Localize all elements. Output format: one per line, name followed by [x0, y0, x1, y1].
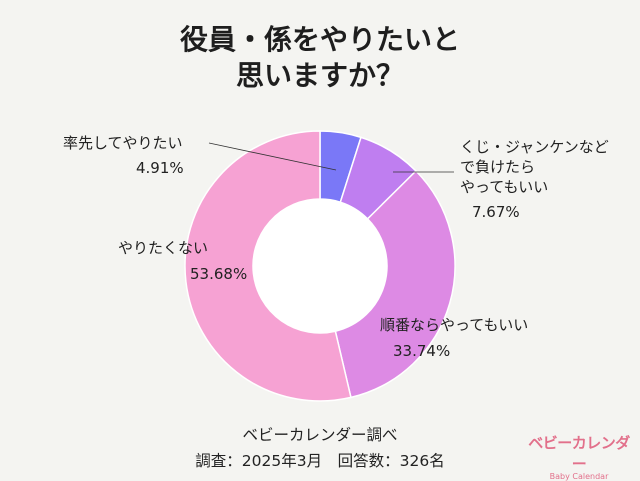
- slice-label-1: 率先してやりたい: [63, 134, 183, 152]
- slice-value-4: 53.68%: [190, 265, 247, 283]
- source-note: ベビーカレンダー調べ: [242, 426, 398, 444]
- slice-label-4: やりたくない: [118, 239, 208, 257]
- chart-title-line-1: 役員・係をやりたいと: [179, 23, 460, 56]
- slice-value-3: 33.74%: [393, 342, 450, 360]
- survey-note: 調査：2025年3月 回答数：326名: [195, 452, 445, 470]
- slice-label-3: 順番ならやってもいい: [380, 316, 528, 334]
- donut-hole: [253, 199, 387, 333]
- leader-line-1: [208, 142, 337, 171]
- slice-value-2: 7.67%: [472, 203, 520, 221]
- brand-logo-text: ベビーカレンダー: [528, 434, 630, 473]
- brand-logo-subtext: Baby Calendar: [549, 472, 609, 481]
- chart-title: 役員・係をやりたいと 思いますか？: [0, 22, 640, 94]
- slice-value-1: 4.91%: [136, 159, 184, 177]
- brand-logo: ベビーカレンダー Baby Calendar: [524, 432, 634, 481]
- chart-title-line-2: 思いますか？: [235, 59, 404, 92]
- chart-footer: ベビーカレンダー調べ 調査：2025年3月 回答数：326名: [0, 422, 640, 474]
- slice-label-2: くじ・ジャンケンなどで負けたらやってもいい: [460, 138, 609, 196]
